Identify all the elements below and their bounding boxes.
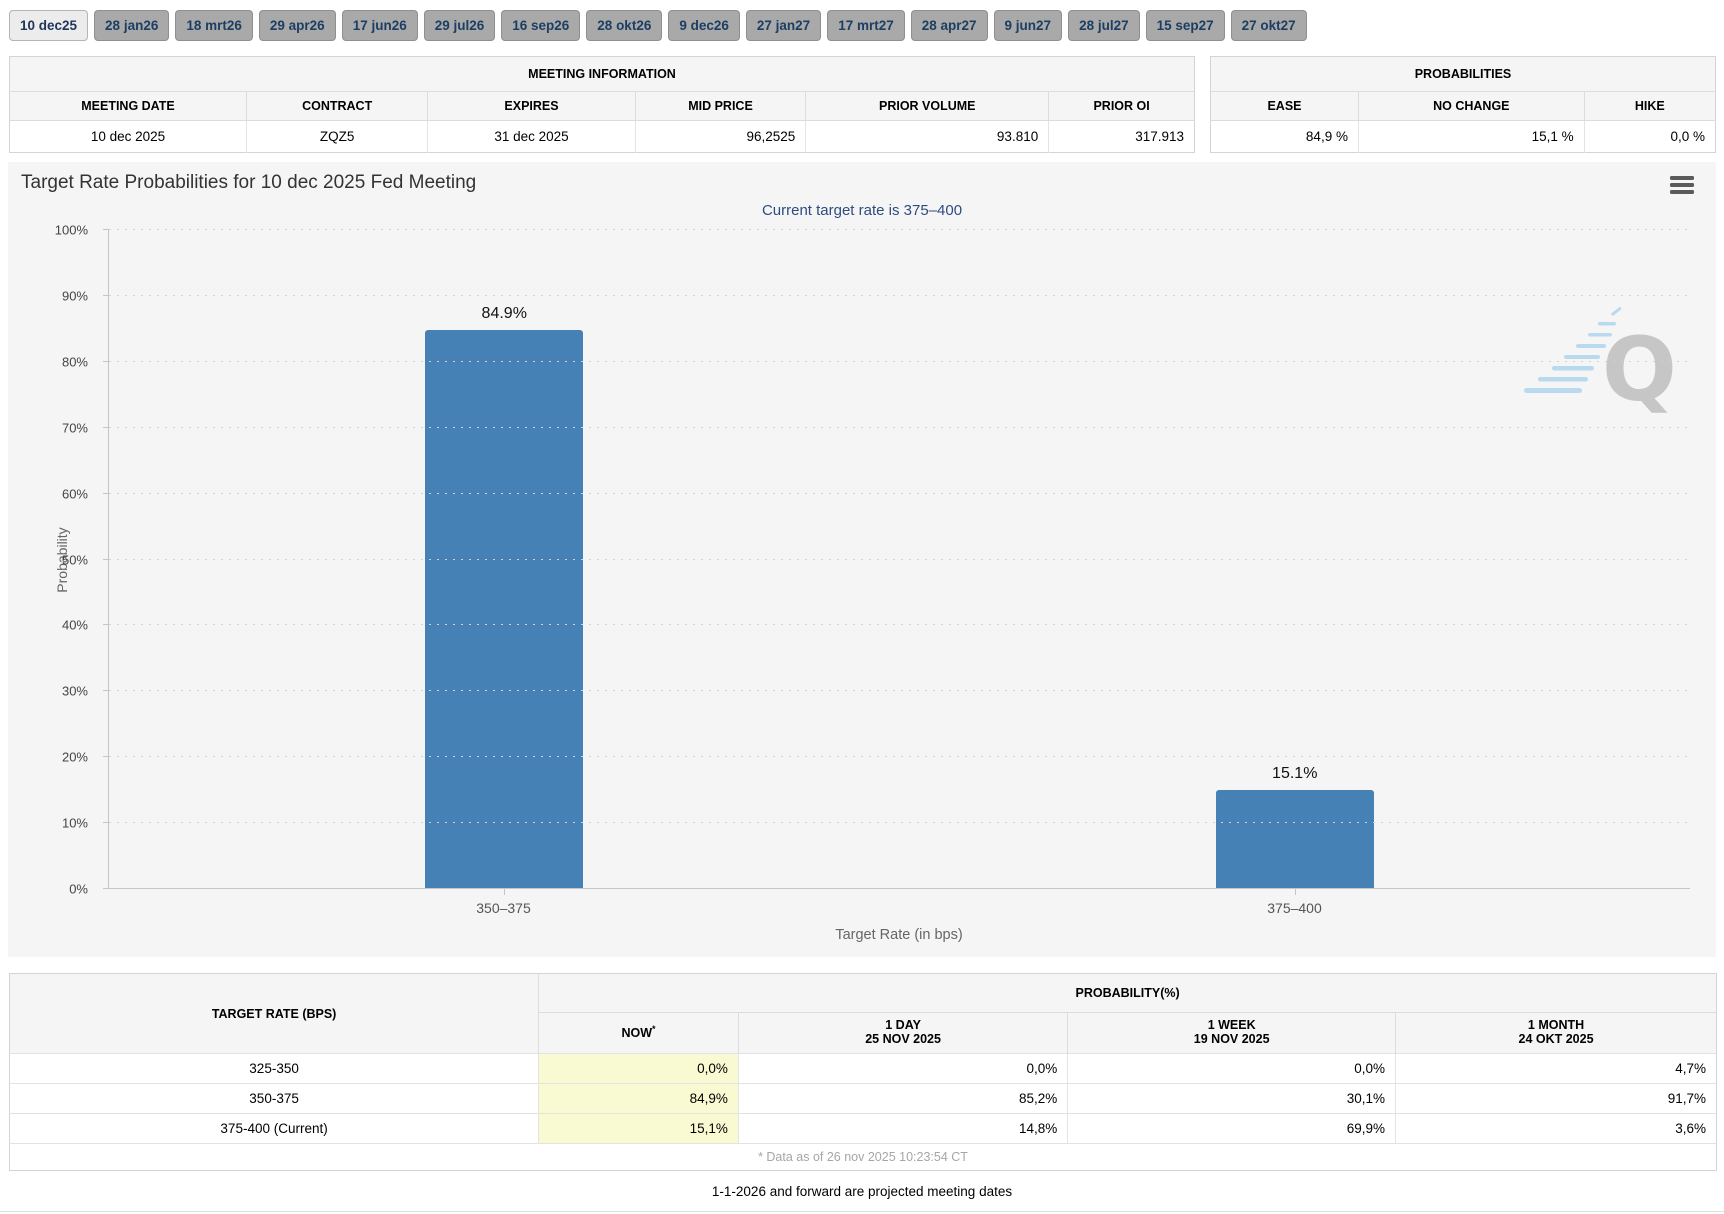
tab-meeting-date[interactable]: 15 sep27 (1145, 10, 1225, 41)
prior-volume-value: 93.810 (805, 120, 1049, 153)
tab-meeting-date[interactable]: 28 jul27 (1068, 10, 1140, 41)
probability-pct-header: PROBABILITY(%) (538, 973, 1717, 1013)
projected-dates-note: 1-1-2026 and forward are projected meeti… (711, 1184, 1013, 1199)
tab-meeting-date[interactable]: 28 okt26 (586, 10, 663, 41)
now-cell: 15,1% (538, 1113, 739, 1144)
bar-value-label: 15.1% (1272, 764, 1318, 782)
chart-title: Target Rate Probabilities for 10 dec 202… (21, 172, 477, 193)
col-header-prior-volume: PRIOR VOLUME (805, 91, 1049, 121)
meeting-information-table: MEETING INFORMATION MEETING DATE CONTRAC… (9, 56, 1195, 153)
mid-price-value: 96,2525 (634, 120, 806, 153)
meeting-information-header: MEETING INFORMATION (9, 56, 1195, 92)
col-header-hike: HIKE (1583, 91, 1716, 121)
col-header-contract: CONTRACT (245, 91, 428, 121)
one-day-cell: 0,0% (737, 1053, 1068, 1084)
now-asterisk: * (652, 1023, 656, 1034)
table-row: 325-350 0,0% 0,0% 0,0% 4,7% (9, 1053, 1717, 1084)
tab-meeting-date[interactable]: 18 mrt26 (175, 10, 253, 41)
bar-group-350-375: 84.9% (425, 230, 584, 889)
target-rate-cell: 325-350 (9, 1053, 539, 1084)
expires-value: 31 dec 2025 (427, 120, 636, 153)
probabilities-header: PROBABILITIES (1210, 56, 1716, 92)
one-day-cell: 85,2% (737, 1083, 1068, 1114)
col-header-no-change: NO CHANGE (1357, 91, 1585, 121)
info-tables-row: MEETING INFORMATION MEETING DATE CONTRAC… (9, 56, 1716, 153)
tab-meeting-date[interactable]: 10 dec25 (9, 10, 89, 41)
one-month-cell: 91,7% (1395, 1083, 1717, 1114)
one-day-cell: 14,8% (737, 1113, 1068, 1144)
meeting-information-row: 10 dec 2025 ZQZ5 31 dec 2025 96,2525 93.… (10, 120, 1195, 153)
col-header-1-day: 1 DAY 25 NOV 2025 (737, 1012, 1068, 1054)
prior-oi-value: 317.913 (1048, 120, 1195, 153)
hike-value: 0,0 % (1583, 120, 1716, 153)
y-axis-labels: 0% 10% 20% 30% 40% 50% 60% 70% 80% 90% 100% (54, 222, 88, 897)
col-header-1-week: 1 WEEK 19 NOV 2025 (1067, 1012, 1396, 1054)
col-header-meeting-date: MEETING DATE (9, 91, 247, 121)
svg-text:Q: Q (1602, 318, 1674, 414)
one-week-cell: 0,0% (1067, 1053, 1396, 1084)
tab-meeting-date[interactable]: 9 dec26 (668, 10, 740, 41)
probability-bar-375-400[interactable] (1215, 789, 1374, 889)
tab-meeting-date[interactable]: 16 sep26 (501, 10, 581, 41)
tab-meeting-date[interactable]: 9 jun27 (993, 10, 1063, 41)
probabilities-table: PROBABILITIES EASE NO CHANGE HIKE 84,9 %… (1210, 56, 1716, 153)
tab-meeting-date[interactable]: 17 jun26 (341, 10, 418, 41)
bar-value-label: 84.9% (481, 304, 527, 322)
chart-subtitle: Current target rate is 375–400 (761, 202, 963, 219)
col-header-ease: EASE (1210, 91, 1359, 121)
probabilities-row: 84,9 % 15,1 % 0,0 % (1211, 120, 1716, 153)
col-header-1-month: 1 MONTH 24 OKT 2025 (1395, 1012, 1717, 1054)
target-rate-cell: 350-375 (9, 1083, 539, 1114)
x-category-350-375: 350–375 (476, 900, 531, 916)
col-header-expires: EXPIRES (427, 91, 636, 121)
tab-meeting-date[interactable]: 17 mrt27 (827, 10, 905, 41)
ease-value: 84,9 % (1305, 129, 1348, 144)
target-rate-bps-header: TARGET RATE (BPS) (9, 973, 540, 1054)
x-axis-title: Target Rate (in bps) (835, 927, 963, 943)
tab-meeting-date[interactable]: 28 jan26 (94, 10, 170, 41)
tab-meeting-date[interactable]: 29 apr26 (258, 10, 336, 41)
x-category-375-400: 375–400 (1267, 900, 1322, 916)
one-week-cell: 30,1% (1067, 1083, 1396, 1114)
x-axis: 350–375 375–400 Target Rate (in bps) (108, 889, 1690, 957)
tab-meeting-date[interactable]: 27 jan27 (745, 10, 822, 41)
table-row: 375-400 (Current) 15,1% 14,8% 69,9% 3,6% (9, 1113, 1717, 1144)
meeting-date-value: 10 dec 2025 (90, 129, 166, 144)
contract-value: ZQZ5 (245, 120, 428, 153)
chart-menu-icon[interactable] (1670, 176, 1694, 197)
col-header-mid-price: MID PRICE (634, 91, 806, 121)
bottom-divider (0, 1211, 1724, 1214)
bar-group-375-400: 15.1% (1215, 230, 1374, 889)
col-header-now: NOW* (538, 1012, 739, 1054)
table-row: 350-375 84,9% 85,2% 30,1% 91,7% (9, 1083, 1717, 1114)
meeting-date-tabbar: 10 dec25 28 jan26 18 mrt26 29 apr26 17 j… (0, 0, 1724, 49)
no-change-value: 15,1 % (1357, 120, 1585, 153)
now-cell: 0,0% (538, 1053, 739, 1084)
now-cell: 84,9% (538, 1083, 739, 1114)
probability-bar-350-375[interactable] (425, 329, 584, 889)
one-week-cell: 69,9% (1067, 1113, 1396, 1144)
target-rate-cell: 375-400 (Current) (9, 1113, 539, 1144)
tab-meeting-date[interactable]: 29 jul26 (423, 10, 496, 41)
tab-meeting-date[interactable]: 27 okt27 (1230, 10, 1307, 41)
one-month-cell: 4,7% (1395, 1053, 1717, 1084)
probability-history-table: TARGET RATE (BPS) PROBABILITY(%) NOW* 1 … (9, 973, 1717, 1171)
target-rate-chart-panel: Target Rate Probabilities for 10 dec 202… (8, 162, 1716, 957)
one-month-cell: 3,6% (1395, 1113, 1717, 1144)
data-as-of-footnote: * Data as of 26 nov 2025 10:23:54 CT (9, 1143, 1717, 1171)
tab-meeting-date[interactable]: 28 apr27 (910, 10, 988, 41)
col-header-prior-oi: PRIOR OI (1048, 91, 1195, 121)
plot-area: Q 84.9% 15.1% (103, 229, 1690, 889)
